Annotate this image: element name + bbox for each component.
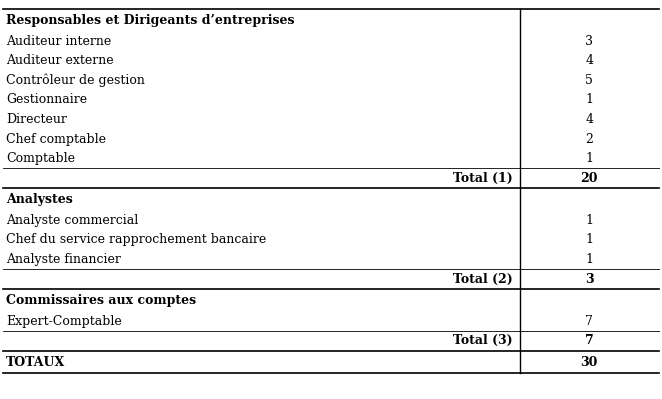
Text: 3: 3 (585, 35, 593, 48)
Text: 1: 1 (585, 152, 593, 165)
Text: Responsables et Dirigeants d’entreprises: Responsables et Dirigeants d’entreprises (6, 14, 295, 27)
Text: Total (1): Total (1) (453, 172, 513, 185)
Text: Gestionnaire: Gestionnaire (6, 93, 87, 107)
Text: Expert-Comptable: Expert-Comptable (6, 315, 122, 328)
Text: Analystes: Analystes (6, 193, 73, 206)
Text: 7: 7 (585, 334, 594, 348)
Text: 1: 1 (585, 253, 593, 266)
Text: Contrôleur de gestion: Contrôleur de gestion (6, 74, 145, 87)
Text: 20: 20 (581, 172, 598, 185)
Text: TOTAUX: TOTAUX (6, 356, 66, 369)
Text: Auditeur interne: Auditeur interne (6, 35, 111, 48)
Text: 7: 7 (585, 315, 593, 328)
Text: Directeur: Directeur (6, 113, 67, 126)
Text: Chef du service rapprochement bancaire: Chef du service rapprochement bancaire (6, 233, 266, 247)
Text: Commissaires aux comptes: Commissaires aux comptes (6, 294, 196, 307)
Text: 1: 1 (585, 233, 593, 247)
Text: 5: 5 (585, 74, 593, 87)
Text: 1: 1 (585, 214, 593, 227)
Text: Total (3): Total (3) (453, 334, 513, 348)
Text: Total (2): Total (2) (453, 273, 513, 286)
Text: Analyste commercial: Analyste commercial (6, 214, 138, 227)
Text: Chef comptable: Chef comptable (6, 132, 106, 146)
Text: 3: 3 (585, 273, 594, 286)
Text: Comptable: Comptable (6, 152, 75, 165)
Text: 2: 2 (585, 132, 593, 146)
Text: Auditeur externe: Auditeur externe (6, 54, 114, 67)
Text: 1: 1 (585, 93, 593, 107)
Text: 4: 4 (585, 113, 593, 126)
Text: 4: 4 (585, 54, 593, 67)
Text: Analyste financier: Analyste financier (6, 253, 121, 266)
Text: 30: 30 (581, 356, 598, 369)
